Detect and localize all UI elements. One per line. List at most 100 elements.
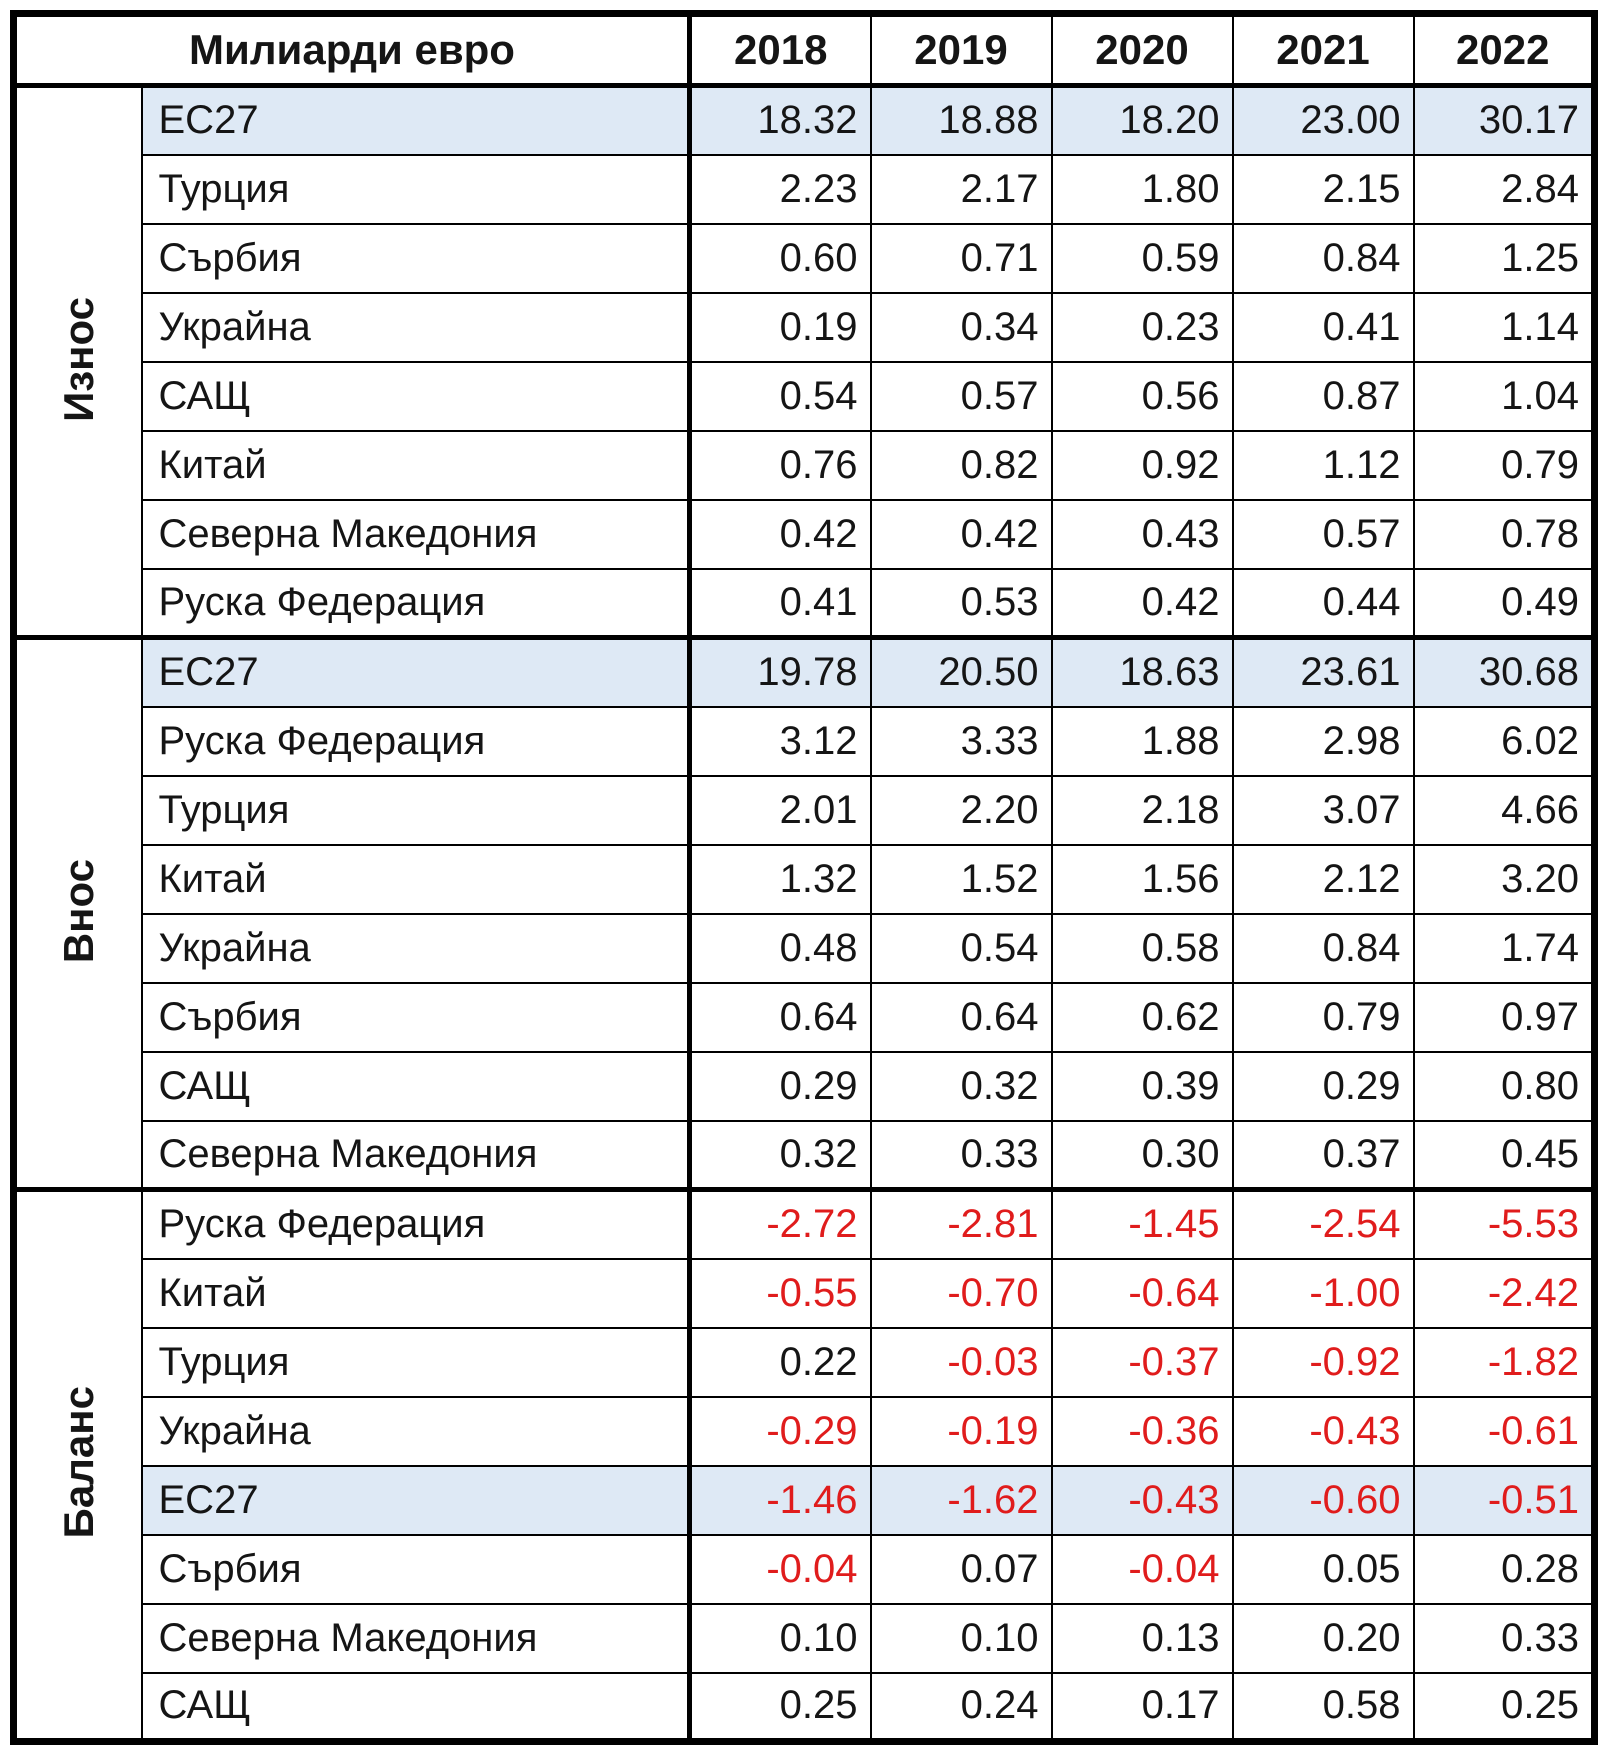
value-cell: 0.58: [1231, 1671, 1415, 1743]
value-cell: 0.60: [687, 222, 872, 294]
country-cell: Турция: [140, 153, 691, 225]
value-cell: -0.61: [1412, 1395, 1596, 1467]
value-cell: 0.64: [687, 981, 872, 1053]
value-cell: 18.63: [1050, 635, 1234, 708]
value-cell: 0.54: [687, 360, 872, 432]
trade-table: Милиарди евро 2018 2019 2020 2021 2022 И…: [10, 10, 1599, 1745]
value-cell: 0.41: [687, 567, 872, 639]
value-cell: 1.52: [869, 843, 1053, 915]
table-row: Сърбия -0.04 0.07 -0.04 0.05 0.28: [14, 1533, 1596, 1605]
value-cell: -0.92: [1231, 1326, 1415, 1398]
value-cell: 0.79: [1231, 981, 1415, 1053]
country-cell: ЕС27: [140, 84, 691, 156]
country-cell: Северна Македония: [140, 498, 691, 570]
year-header-2018: 2018: [687, 12, 872, 88]
country-cell: Китай: [140, 429, 691, 501]
value-cell: -2.72: [687, 1187, 872, 1260]
table-row: Украйна 0.48 0.54 0.58 0.84 1.74: [14, 912, 1596, 984]
value-cell: 1.14: [1412, 291, 1596, 363]
value-cell: 30.17: [1412, 84, 1596, 156]
value-cell: 0.71: [869, 222, 1053, 294]
value-cell: 2.15: [1231, 153, 1415, 225]
value-cell: 0.57: [869, 360, 1053, 432]
value-cell: 0.79: [1412, 429, 1596, 501]
value-cell: -0.36: [1050, 1395, 1234, 1467]
value-cell: -2.42: [1412, 1257, 1596, 1329]
value-cell: 0.87: [1231, 360, 1415, 432]
value-cell: -2.81: [869, 1187, 1053, 1260]
value-cell: 0.76: [687, 429, 872, 501]
table-row: Баланс Руска Федерация -2.72 -2.81 -1.45 -2.5…: [12, 1187, 1596, 1743]
value-cell: -0.04: [1050, 1533, 1234, 1605]
value-cell: 1.25: [1412, 222, 1596, 294]
value-cell: 0.13: [1050, 1602, 1234, 1674]
header-row: Милиарди евро 2018 2019 2020 2021 2022: [12, 12, 1596, 88]
value-cell: -0.04: [687, 1533, 872, 1605]
value-cell: 0.10: [687, 1602, 872, 1674]
table-row: Турция 2.23 2.17 1.80 2.15 2.84: [14, 153, 1596, 225]
year-header-2020: 2020: [1050, 12, 1234, 88]
value-cell: 1.88: [1050, 705, 1234, 777]
value-cell: 23.61: [1231, 635, 1415, 708]
section-label-text: Внос: [54, 858, 102, 964]
value-cell: 0.62: [1050, 981, 1234, 1053]
value-cell: 2.01: [687, 774, 872, 846]
value-cell: -1.45: [1050, 1187, 1234, 1260]
value-cell: 0.80: [1412, 1050, 1596, 1122]
value-cell: 0.23: [1050, 291, 1234, 363]
country-cell: Сърбия: [140, 981, 691, 1053]
value-cell: 0.22: [687, 1326, 872, 1398]
value-cell: 0.97: [1412, 981, 1596, 1053]
value-cell: 0.64: [869, 981, 1053, 1053]
value-cell: 0.43: [1050, 498, 1234, 570]
country-cell: САЩ: [140, 360, 691, 432]
value-cell: 6.02: [1412, 705, 1596, 777]
value-cell: 0.20: [1231, 1602, 1415, 1674]
value-cell: 0.24: [869, 1671, 1053, 1743]
value-cell: 0.10: [869, 1602, 1053, 1674]
value-cell: -0.19: [869, 1395, 1053, 1467]
value-cell: 0.37: [1231, 1119, 1415, 1191]
value-cell: -1.82: [1412, 1326, 1596, 1398]
value-cell: -0.55: [687, 1257, 872, 1329]
country-cell: Украйна: [140, 291, 691, 363]
table-row: Износ ЕС27 18.32 18.88 18.20 23.00 30.17: [12, 84, 1596, 639]
value-cell: -2.54: [1231, 1187, 1415, 1260]
value-cell: -0.43: [1050, 1464, 1234, 1536]
table-row: Китай -0.55 -0.70 -0.64 -1.00 -2.42: [14, 1257, 1596, 1329]
table-row: Украйна 0.19 0.34 0.23 0.41 1.14: [14, 291, 1596, 363]
value-cell: 0.58: [1050, 912, 1234, 984]
value-cell: 1.56: [1050, 843, 1234, 915]
value-cell: 0.28: [1412, 1533, 1596, 1605]
value-cell: 0.32: [869, 1050, 1053, 1122]
value-cell: 30.68: [1412, 635, 1596, 708]
value-cell: 0.30: [1050, 1119, 1234, 1191]
value-cell: 1.12: [1231, 429, 1415, 501]
value-cell: -0.29: [687, 1395, 872, 1467]
value-cell: -0.70: [869, 1257, 1053, 1329]
country-cell: Украйна: [140, 912, 691, 984]
value-cell: 0.29: [687, 1050, 872, 1122]
value-cell: 3.07: [1231, 774, 1415, 846]
value-cell: 2.98: [1231, 705, 1415, 777]
section-label-text: Износ: [54, 296, 102, 422]
unit-label: Милиарди евро: [12, 12, 691, 88]
value-cell: 0.33: [869, 1119, 1053, 1191]
country-cell: Руска Федерация: [140, 567, 691, 639]
value-cell: 20.50: [869, 635, 1053, 708]
value-cell: 0.54: [869, 912, 1053, 984]
value-cell: 0.42: [687, 498, 872, 570]
value-cell: 2.17: [869, 153, 1053, 225]
value-cell: 2.23: [687, 153, 872, 225]
value-cell: -0.64: [1050, 1257, 1234, 1329]
table-row: Сърбия 0.60 0.71 0.59 0.84 1.25: [14, 222, 1596, 294]
value-cell: -0.03: [869, 1326, 1053, 1398]
value-cell: 1.32: [687, 843, 872, 915]
value-cell: 0.25: [1412, 1671, 1596, 1743]
country-cell: Северна Македония: [140, 1602, 691, 1674]
section-label-1: Внос: [12, 635, 143, 1191]
table-row: Руска Федерация 0.41 0.53 0.42 0.44 0.49: [14, 567, 1596, 639]
value-cell: 23.00: [1231, 84, 1415, 156]
country-cell: Украйна: [140, 1395, 691, 1467]
value-cell: 0.82: [869, 429, 1053, 501]
